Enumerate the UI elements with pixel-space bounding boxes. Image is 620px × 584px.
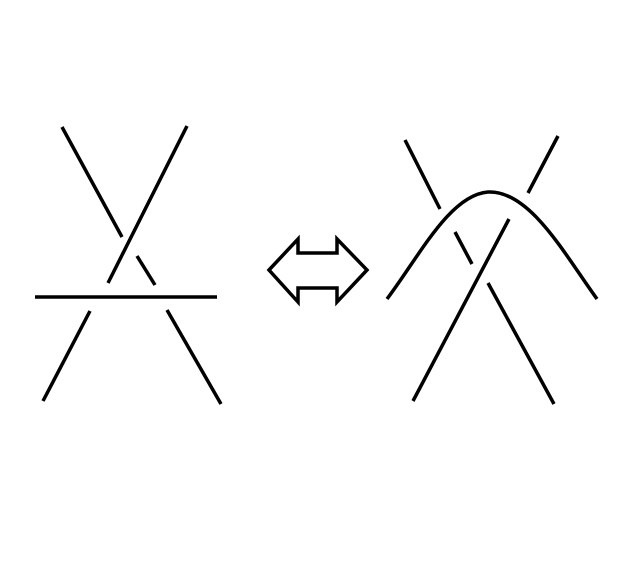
right-arch-strand	[385, 190, 599, 301]
right-tangle	[385, 135, 599, 405]
right-strand-descending-lower	[486, 282, 556, 405]
left-strand-descending-upper	[60, 126, 124, 238]
right-strand-ascending-lower	[411, 218, 511, 402]
left-strand-ascending-lower	[41, 310, 92, 402]
right-strand-descending-middle	[453, 231, 474, 265]
left-tangle	[35, 125, 223, 405]
right-strand-descending-upper	[403, 139, 442, 210]
double-headed-arrow-icon	[266, 234, 370, 307]
left-strand-descending-middle	[135, 255, 157, 286]
left-strand-descending-lower	[165, 309, 223, 405]
left-strand-ascending-upper	[106, 125, 189, 284]
right-strand-ascending-upper	[526, 135, 560, 194]
